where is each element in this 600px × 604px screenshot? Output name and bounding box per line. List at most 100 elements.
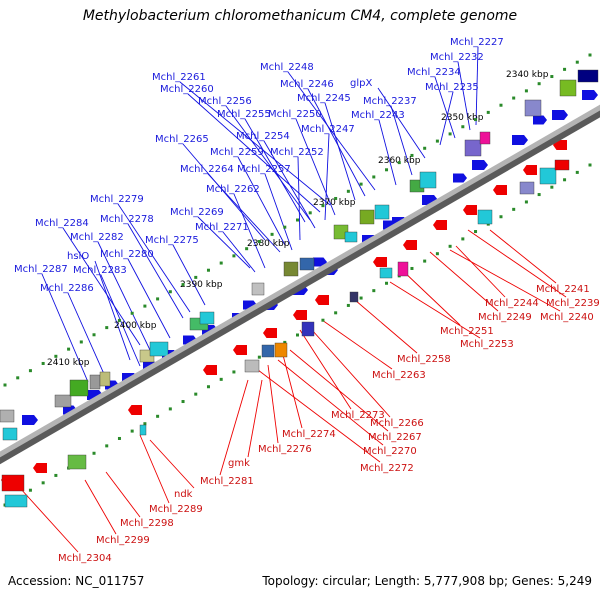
- gene-label-forward: Mchl_2284: [35, 218, 89, 229]
- leader-line: [439, 91, 454, 146]
- tick-mark-bottom: [448, 244, 452, 248]
- reverse-feature-box: [379, 267, 393, 279]
- gene-label-reverse: Mchl_2298: [120, 518, 174, 529]
- leader-line: [105, 471, 141, 518]
- leader-line: [475, 46, 479, 126]
- leader-line: [233, 193, 266, 269]
- gene-label-reverse: Mchl_2241: [536, 284, 590, 295]
- kbp-label: 2350 kbp: [441, 113, 484, 123]
- tick-mark-top: [423, 146, 427, 150]
- backbone-shadow: [0, 105, 600, 465]
- gene-label-reverse: Mchl_2258: [397, 354, 451, 365]
- leader-line: [263, 140, 316, 229]
- tick-mark-top: [397, 161, 401, 165]
- forward-feature-box: [299, 257, 315, 271]
- leader-line: [62, 227, 141, 346]
- tick-mark-bottom: [550, 185, 554, 189]
- gene-label-forward: Mchl_2243: [351, 110, 405, 121]
- tick-mark-top: [410, 153, 414, 157]
- tick-mark-top: [346, 189, 350, 193]
- tick-mark-bottom: [372, 289, 376, 293]
- gene-label-forward: Mchl_2280: [100, 249, 154, 260]
- tick-mark-top: [130, 311, 134, 315]
- reverse-feature-box: [4, 494, 28, 508]
- tick-mark-bottom: [156, 414, 160, 418]
- forward-gene-arrow: [472, 160, 488, 170]
- reverse-gene-arrow: [553, 140, 567, 150]
- forward-feature-box: [524, 99, 542, 117]
- tick-mark-top: [156, 297, 160, 301]
- forward-gene-arrow: [22, 415, 38, 425]
- leader-line: [321, 319, 393, 370]
- genome-backbone: [0, 104, 600, 465]
- tick-mark-top: [219, 261, 223, 265]
- leader-line: [434, 76, 456, 139]
- reverse-gene-arrow: [233, 345, 247, 355]
- tick-mark-bottom: [359, 296, 363, 300]
- gene-label-forward: Mchl_2271: [195, 222, 249, 233]
- tick-mark-top: [550, 75, 554, 79]
- leader-line: [139, 434, 170, 504]
- label-leader-lines: [19, 46, 567, 553]
- tick-mark-bottom: [143, 422, 147, 426]
- forward-gene-arrow: [512, 135, 528, 145]
- forward-gene-arrow: [533, 115, 547, 125]
- leader-line: [354, 299, 418, 354]
- tick-mark-bottom: [410, 266, 414, 270]
- gene-label-forward: Mchl_2275: [145, 235, 199, 246]
- tick-mark-bottom: [206, 385, 210, 389]
- gene-label-reverse: Mchl_2249: [478, 312, 532, 323]
- reverse-feature-box: [67, 454, 87, 470]
- tick-mark-bottom: [334, 311, 338, 315]
- tick-mark-top: [257, 240, 261, 244]
- leader-line: [19, 487, 79, 553]
- tick-mark-bottom: [346, 303, 350, 307]
- gene-label-forward: Mchl_2256: [198, 96, 252, 107]
- forward-feature-box: [149, 341, 169, 357]
- gene-label-forward: Mchl_2232: [430, 52, 484, 63]
- gene-label-forward: Mchl_2278: [100, 214, 154, 225]
- tick-mark-top: [232, 254, 236, 258]
- forward-feature-box: [374, 204, 390, 220]
- gene-label-forward: Mchl_2261: [152, 72, 206, 83]
- reverse-gene-arrow: [433, 220, 447, 230]
- gene-label-reverse: Mchl_2276: [258, 444, 312, 455]
- leader-line: [219, 379, 249, 476]
- forward-feature-box: [0, 409, 15, 423]
- leader-line: [127, 223, 184, 319]
- tick-mark-bottom: [92, 451, 96, 455]
- tick-mark-bottom: [588, 163, 592, 167]
- gene-label-reverse: Mchl_2244: [485, 298, 539, 309]
- map-title: Methylobacterium chloromethanicum CM4, c…: [82, 8, 518, 24]
- kbp-label: 2360 kbp: [378, 156, 421, 166]
- leader-line: [295, 118, 336, 216]
- leader-line: [311, 329, 391, 418]
- reverse-gene-arrow: [203, 365, 217, 375]
- tick-mark-top: [435, 139, 439, 143]
- leader-line: [244, 118, 306, 223]
- leader-line: [389, 281, 481, 339]
- tick-mark-top: [461, 125, 465, 129]
- leader-line: [247, 379, 263, 458]
- leader-line: [264, 173, 293, 251]
- tick-mark-bottom: [321, 318, 325, 322]
- forward-feature-box: [69, 379, 89, 397]
- gene-label-forward: Mchl_2248: [260, 62, 314, 73]
- forward-feature-box: [359, 209, 375, 225]
- leader-line: [324, 102, 356, 201]
- gene-label-reverse: Mchl_2273: [331, 410, 385, 421]
- accession-text: Accession: NC_011757: [8, 574, 145, 588]
- leader-line: [299, 329, 352, 410]
- tick-mark-top: [194, 275, 198, 279]
- tick-mark-top: [270, 232, 274, 236]
- leader-line: [179, 81, 331, 206]
- forward-feature-box: [54, 394, 72, 408]
- leader-line: [289, 349, 389, 432]
- tick-mark-bottom: [499, 215, 503, 219]
- tick-mark-top: [168, 290, 172, 294]
- forward-gene-arrow: [582, 90, 598, 100]
- leader-line: [429, 251, 499, 312]
- tick-mark-top: [3, 383, 7, 387]
